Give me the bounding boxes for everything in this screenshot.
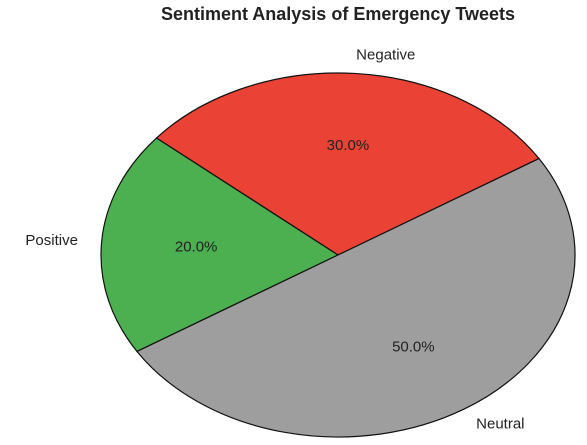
slice-label: Positive [25,232,78,249]
pie-slice [136,157,576,438]
value-label: 50.0% [392,339,435,356]
value-label: 20.0% [175,238,218,255]
slice-label: Neutral [476,416,524,433]
pie-slice [100,137,340,353]
value-label: 30.0% [327,137,370,154]
chart-title: Sentiment Analysis of Emergency Tweets [161,4,515,24]
pie-slice [155,72,540,256]
slice-label: Negative [356,46,415,63]
